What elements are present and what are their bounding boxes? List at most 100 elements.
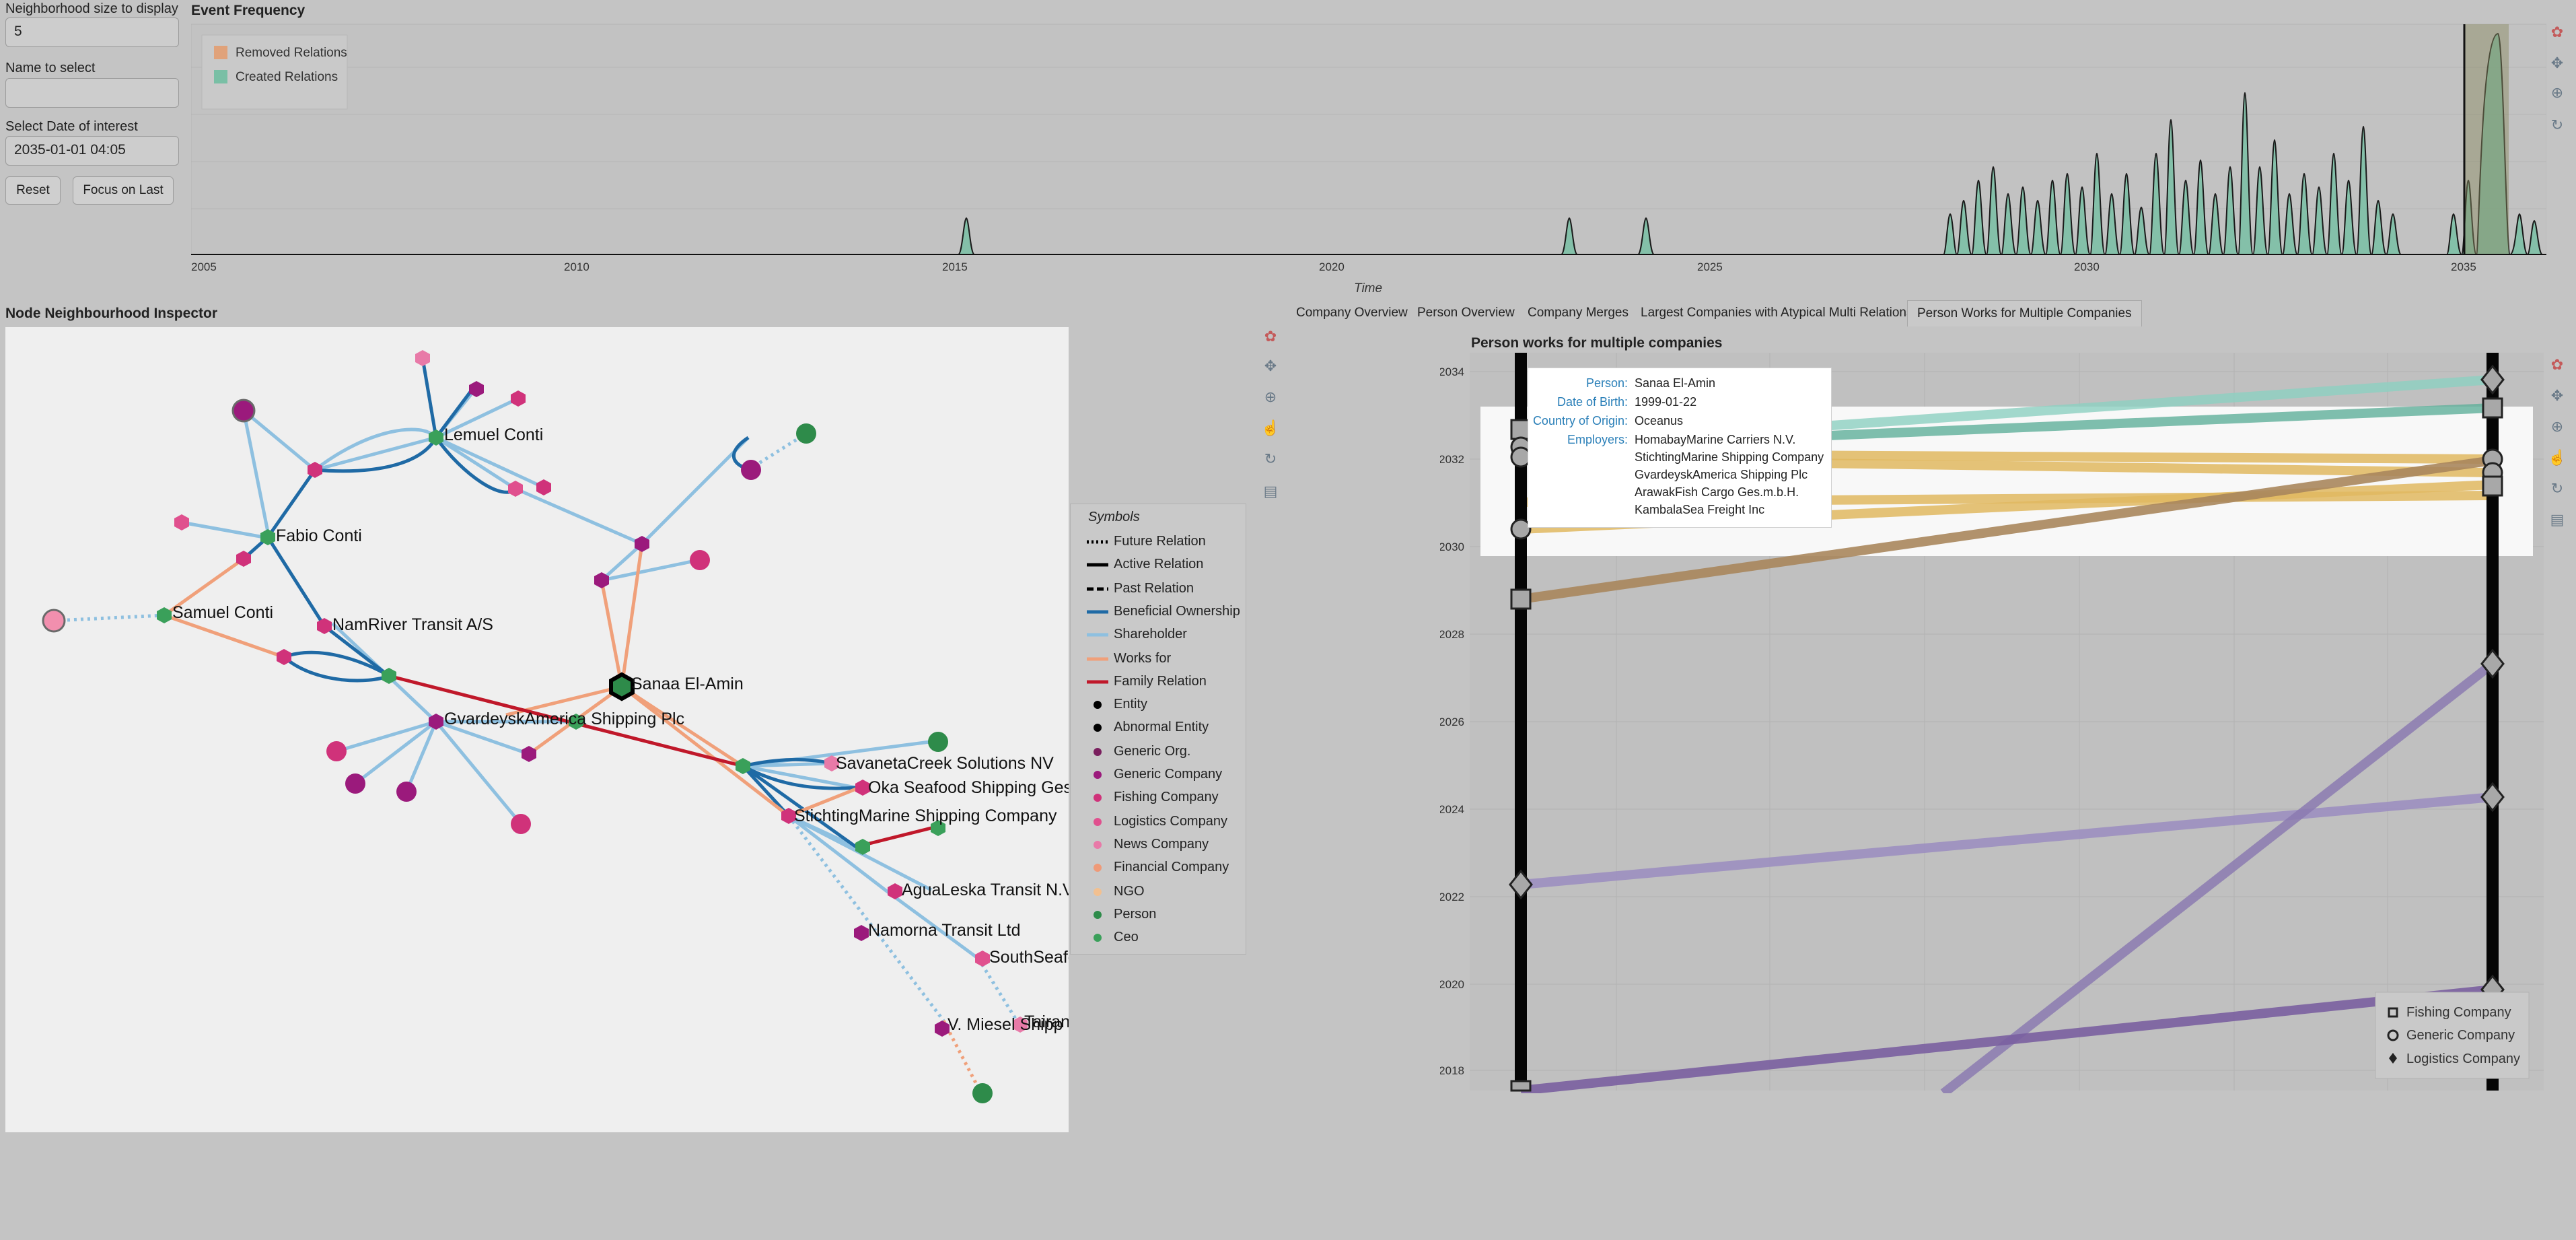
node-label: Fabio Conti bbox=[276, 526, 362, 545]
symbols-legend: Symbols Future Relation Active Relation … bbox=[1070, 504, 1246, 955]
tooltip-country-value: Oceanus bbox=[1635, 414, 1683, 428]
fishing-company-marker[interactable] bbox=[2483, 477, 2502, 495]
event-frequency-title: Event Frequency bbox=[191, 3, 305, 19]
symbol-person: Person bbox=[1114, 907, 1156, 922]
tab-company-overview[interactable]: Company Overview bbox=[1287, 300, 1417, 326]
ytick: 2018 bbox=[1440, 1064, 1464, 1077]
pan-tool-icon[interactable]: ✥ bbox=[2548, 386, 2567, 405]
tap-tool-icon[interactable]: ☝ bbox=[1261, 419, 1280, 438]
tooltip-employer: HomabayMarine Carriers N.V. bbox=[1635, 433, 1795, 447]
symbol-ngo: NGO bbox=[1114, 884, 1145, 899]
reset-view-icon[interactable]: ↻ bbox=[1261, 450, 1280, 469]
tooltip-dob-label: Date of Birth: bbox=[1557, 395, 1628, 409]
pan-tool-icon[interactable]: ✥ bbox=[2548, 54, 2567, 73]
event-frequency-chart: Removed Relations Created Relations 2005… bbox=[191, 20, 2546, 303]
neighborhood-size-input[interactable]: 5 bbox=[5, 18, 179, 47]
symbol-shareholder: Shareholder bbox=[1114, 627, 1187, 642]
reset-view-icon[interactable]: ↻ bbox=[2548, 479, 2567, 498]
tab-company-merges[interactable]: Company Merges bbox=[1518, 300, 1638, 326]
symbol-generic-org: Generic Org. bbox=[1114, 744, 1190, 759]
fishing-company-marker[interactable] bbox=[1511, 1081, 1530, 1091]
tap-tool-icon[interactable]: ☝ bbox=[2548, 448, 2567, 467]
reset-view-icon[interactable]: ↻ bbox=[2548, 116, 2567, 135]
wheel-zoom-icon[interactable]: ⊕ bbox=[2548, 417, 2567, 436]
symbol-news-company: News Company bbox=[1114, 837, 1209, 852]
tab-person-overview[interactable]: Person Overview bbox=[1408, 300, 1524, 326]
ytick: 2034 bbox=[1440, 366, 1464, 378]
symbol-active-relation: Active Relation bbox=[1114, 557, 1203, 572]
removed-swatch bbox=[214, 46, 227, 59]
node-label: StichtingMarine Shipping Company bbox=[794, 806, 1057, 825]
bokeh-logo-icon: ✿ bbox=[2548, 23, 2567, 42]
symbol-beneficial-ownership: Beneficial Ownership bbox=[1114, 604, 1240, 619]
ytick: 2028 bbox=[1440, 628, 1464, 641]
tab-person-works-multiple[interactable]: Person Works for Multiple Companies bbox=[1907, 300, 2142, 326]
tooltip-employer: ArawakFish Cargo Ges.m.b.H. bbox=[1635, 485, 1799, 500]
ytick: 2026 bbox=[1440, 716, 1464, 728]
hover-tool-icon[interactable]: ▤ bbox=[1261, 482, 1280, 501]
node-person[interactable] bbox=[928, 732, 948, 752]
symbol-works-for: Works for bbox=[1114, 651, 1171, 666]
node-selected-person[interactable] bbox=[611, 675, 633, 699]
tooltip-employers-label: Employers: bbox=[1567, 433, 1628, 447]
person-tooltip: Person: Sanaa El-Amin Date of Birth: 199… bbox=[1528, 368, 1832, 528]
reset-button[interactable]: Reset bbox=[5, 176, 61, 205]
date-window-highlight bbox=[2464, 24, 2509, 254]
node-abnormal-entity[interactable] bbox=[43, 610, 65, 631]
node-label: GvardeyskAmerica Shipping Plc bbox=[444, 710, 684, 728]
x-axis-ticks: 2005 2010 2015 2020 2025 2030 2035 bbox=[191, 261, 2476, 273]
focus-on-last-button[interactable]: Focus on Last bbox=[73, 176, 174, 205]
symbol-logistics-company: Logistics Company bbox=[1114, 814, 1227, 829]
node-label: NamRiver Transit A/S bbox=[332, 615, 493, 634]
tooltip-person-label: Person: bbox=[1586, 376, 1628, 390]
date-of-interest-input[interactable]: 2035-01-01 04:05 bbox=[5, 136, 179, 166]
legend-logistics-company: Logistics Company bbox=[2406, 1052, 2520, 1066]
node-fishing-company[interactable] bbox=[511, 814, 531, 834]
date-of-interest-label: Select Date of interest bbox=[5, 119, 138, 135]
inspector-title: Node Neighbourhood Inspector bbox=[5, 306, 217, 322]
symbol-entity: Entity bbox=[1114, 697, 1147, 712]
y-axis-ticks: 2034 2032 2030 2028 2026 2024 2022 2020 … bbox=[1440, 366, 1464, 1077]
chart-plot-area bbox=[191, 24, 2546, 254]
legend-generic-company: Generic Company bbox=[2406, 1028, 2515, 1043]
ytick: 2032 bbox=[1440, 453, 1464, 466]
wheel-zoom-icon[interactable]: ⊕ bbox=[2548, 83, 2567, 102]
graph-canvas bbox=[5, 327, 1069, 1132]
node-generic-company[interactable] bbox=[345, 773, 365, 794]
legend-created: Created Relations bbox=[236, 70, 338, 84]
node-generic-company[interactable] bbox=[396, 782, 417, 802]
tick-2010: 2010 bbox=[564, 261, 589, 273]
symbol-family-relation: Family Relation bbox=[1114, 674, 1207, 689]
fishing-company-marker[interactable] bbox=[1511, 590, 1530, 609]
bokeh-logo-icon: ✿ bbox=[2548, 355, 2567, 374]
node-person[interactable] bbox=[796, 423, 816, 444]
fishing-company-marker[interactable] bbox=[2483, 399, 2502, 417]
node-label: AguaLeska Transit N.V. bbox=[902, 881, 1069, 899]
ytick: 2020 bbox=[1440, 978, 1464, 991]
node-person[interactable] bbox=[972, 1083, 993, 1103]
node-label: Samuel Conti bbox=[172, 603, 273, 622]
network-graph[interactable]: Lemuel Conti Fabio Conti Samuel Conti Na… bbox=[5, 327, 1069, 1132]
tick-2035: 2035 bbox=[2451, 261, 2476, 273]
tooltip-dob-value: 1999-01-22 bbox=[1635, 395, 1696, 409]
symbol-financial-company: Financial Company bbox=[1114, 860, 1229, 875]
tick-2030: 2030 bbox=[2074, 261, 2100, 273]
node-label: SavanetaCreek Solutions NV bbox=[836, 754, 1054, 773]
symbol-fishing-company: Fishing Company bbox=[1114, 790, 1219, 805]
ytick: 2030 bbox=[1440, 541, 1464, 553]
tab-atypical-multi-relations[interactable]: Largest Companies with Atypical Multi Re… bbox=[1631, 300, 1922, 326]
node-label: Lemuel Conti bbox=[444, 425, 543, 444]
name-select-input[interactable] bbox=[5, 78, 179, 108]
x-axis-label: Time bbox=[1354, 281, 1382, 296]
wheel-zoom-icon[interactable]: ⊕ bbox=[1261, 388, 1280, 407]
tooltip-person-value: Sanaa El-Amin bbox=[1635, 376, 1715, 390]
symbol-future-relation: Future Relation bbox=[1114, 534, 1206, 549]
pan-tool-icon[interactable]: ✥ bbox=[1261, 357, 1280, 376]
node-fishing-company[interactable] bbox=[326, 741, 347, 761]
node-generic-company[interactable] bbox=[233, 400, 254, 421]
node-generic-company[interactable] bbox=[741, 460, 761, 480]
symbol-generic-company: Generic Company bbox=[1114, 767, 1222, 782]
node-label: Tairan bbox=[1024, 1012, 1069, 1031]
hover-tool-icon[interactable]: ▤ bbox=[2548, 510, 2567, 529]
node-fishing-company[interactable] bbox=[690, 550, 710, 570]
